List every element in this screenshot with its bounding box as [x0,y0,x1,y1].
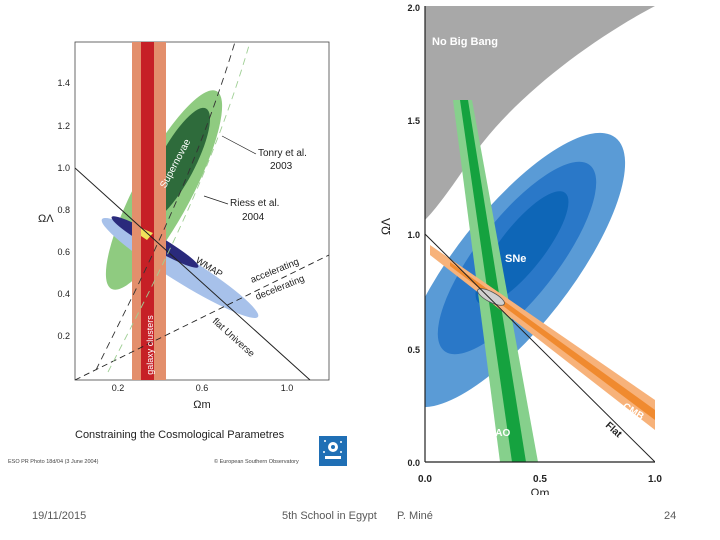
left-xtick-1: 0.2 [112,383,125,393]
right-x-ticks: 0.0 0.5 1.0 [418,474,662,485]
right-ytick-4: 0.5 [407,345,420,355]
left-x-label: Ωm [193,399,210,411]
eso-logo-mark [323,440,342,459]
left-ytick-1: 1.4 [57,78,70,88]
riess-pointer [203,195,229,205]
acceleration-line [75,254,329,380]
left-y-label: ΩΛ [38,213,54,225]
riess-label-1: Riess et al. [230,198,279,209]
riess-contour [107,42,251,373]
riess-label-2: 2004 [242,212,265,223]
right-ytick-5: 0.0 [407,458,420,468]
left-ytick-4: 0.8 [57,205,70,215]
clusters-label: galaxy clusters [145,315,155,375]
left-y-axis: 1.4 1.2 1.0 0.8 0.6 0.4 0.2 [57,78,70,341]
left-ytick-7: 0.2 [57,331,70,341]
left-x-axis: 0.2 0.6 1.0 [112,383,294,393]
right-chart: 2.0 1.5 1.0 0.5 0.0 0.0 0.5 1.0 ΩΛ Ωm No… [379,3,662,495]
footer-date: 19/11/2015 [32,510,87,522]
right-y-ticks: 2.0 1.5 1.0 0.5 0.0 [407,3,420,468]
left-xtick-3: 1.0 [281,383,294,393]
tonry-label-1: Tonry et al. [258,148,307,159]
bao-label: BAO [488,428,510,439]
left-chart: 1.4 1.2 1.0 0.8 0.6 0.4 0.2 ΩΛ 0.2 0.6 1… [8,41,330,465]
eso-logo [319,436,347,466]
footer-event: 5th School in Egypt [282,510,377,522]
left-plot-frame [74,41,330,381]
right-xtick-3: 1.0 [648,474,662,485]
right-xtick-2: 0.5 [533,474,547,485]
no-big-bang-label: No Big Bang [432,36,498,48]
tonry-contour [95,42,236,371]
tonry-pointer [221,135,257,155]
left-credit-right: © European Southern Observatory [214,458,299,465]
flat-line [425,233,655,462]
flat-universe-line [75,167,311,380]
left-ytick-3: 1.0 [57,163,70,173]
right-y-label: ΩΛ [379,218,393,235]
left-ytick-5: 0.6 [57,247,70,257]
right-ytick-1: 2.0 [407,3,420,13]
left-caption: Constraining the Cosmological Parametres [75,429,285,441]
right-ytick-2: 1.5 [407,116,420,126]
bao-inner-band [460,100,526,462]
right-ytick-3: 1.0 [407,230,420,240]
footer-author: P. Miné [397,510,433,522]
overlap-region [141,228,153,240]
left-xtick-2: 0.6 [196,383,209,393]
page-number: 24 [664,510,677,522]
flat-label: Flat [603,420,624,441]
left-credit-left: ESO PR Photo 18d/04 (3 June 2004) [8,459,99,465]
left-ytick-6: 0.4 [57,289,70,299]
clusters-inner-band [141,42,154,380]
left-ytick-2: 1.2 [57,121,70,131]
tonry-label-2: 2003 [270,161,293,172]
sne-label: SNe [505,253,526,265]
right-xtick-1: 0.0 [418,474,432,485]
right-x-label: Ωm [531,486,550,495]
no-big-bang-region [425,6,655,220]
